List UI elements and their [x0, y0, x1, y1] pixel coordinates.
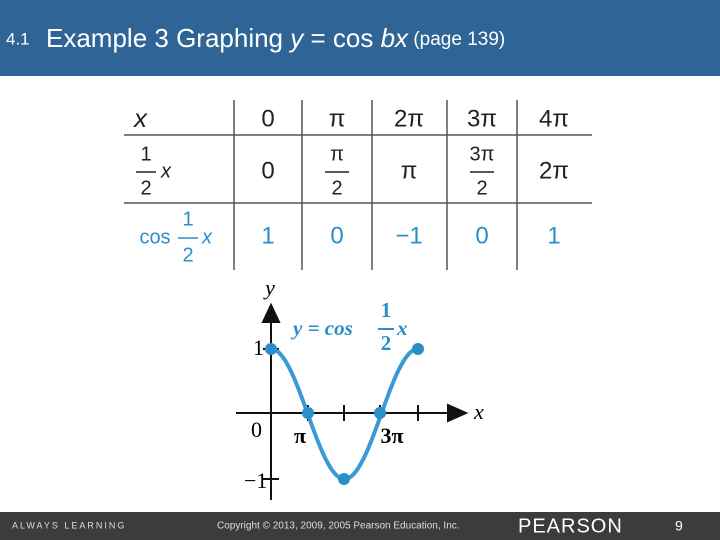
- row-head-num: 1: [140, 143, 151, 165]
- header-bar: [0, 0, 720, 76]
- cell: 1: [261, 222, 274, 249]
- title-part: = cos: [303, 23, 380, 53]
- table-grid: [124, 100, 592, 270]
- cell-num: π: [330, 143, 344, 165]
- row-head-var: x: [201, 226, 213, 248]
- page-number: 9: [675, 518, 683, 534]
- cell: 2π: [539, 157, 569, 184]
- y-tick-label: 1: [253, 335, 264, 360]
- cell: 3π: [467, 105, 497, 132]
- cell: 1: [547, 222, 560, 249]
- x-tick-label: π: [294, 423, 306, 448]
- title-part: Example 3 Graphing: [46, 23, 290, 53]
- row-head-den: 2: [182, 244, 193, 266]
- curve-label: y = cos: [290, 316, 353, 340]
- cell-num: 3π: [470, 143, 495, 165]
- y-tick-label: −1: [244, 468, 267, 493]
- row-head-var: x: [160, 160, 172, 182]
- row-head-den: 2: [140, 177, 151, 199]
- title: Example 3 Graphing y = cos bx (page 139): [46, 23, 505, 53]
- row-head: x: [132, 103, 148, 133]
- cell: 0: [330, 222, 343, 249]
- y-tick-label: 0: [251, 417, 262, 442]
- curve-label-den: 2: [381, 331, 392, 355]
- x-tick-label: 3π: [380, 423, 403, 448]
- cell: 0: [261, 105, 274, 132]
- cell-den: 2: [476, 177, 487, 199]
- curve-label-var: x: [396, 316, 408, 340]
- copyright: Copyright © 2013, 2009, 2005 Pearson Edu…: [217, 521, 460, 532]
- cell: 0: [475, 222, 488, 249]
- footer-bar: [0, 512, 720, 540]
- x-axis-label: x: [473, 399, 484, 424]
- cell: 2π: [394, 105, 424, 132]
- title-part: bx: [381, 23, 409, 53]
- cell: π: [329, 105, 346, 132]
- tagline: ALWAYS LEARNING: [12, 520, 126, 530]
- curve-label-num: 1: [381, 298, 392, 322]
- row-head-num: 1: [182, 208, 193, 230]
- cell-den: 2: [331, 177, 342, 199]
- cell: 4π: [539, 105, 569, 132]
- cell: −1: [395, 222, 422, 249]
- title-part: (page 139): [408, 29, 505, 50]
- brand: PEARSON: [518, 515, 623, 537]
- y-axis-label: y: [263, 275, 275, 300]
- cell: 0: [261, 157, 274, 184]
- cell: π: [401, 157, 418, 184]
- title-part: y: [288, 23, 305, 53]
- axes: [236, 302, 469, 500]
- curve-points: [265, 343, 424, 485]
- row-head-func: cos: [139, 226, 170, 248]
- section-number: 4.1: [6, 29, 30, 48]
